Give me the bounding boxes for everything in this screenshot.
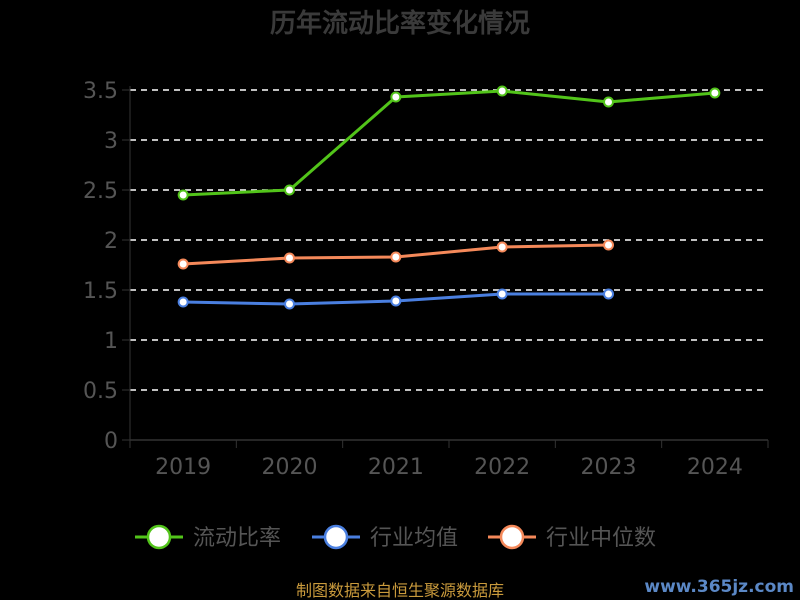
y-tick-label: 0	[104, 429, 118, 454]
y-tick-label: 1	[104, 329, 118, 354]
x-tick-label: 2023	[581, 455, 637, 480]
data-point	[177, 189, 189, 201]
series-lines	[177, 85, 721, 310]
data-point	[390, 91, 402, 103]
legend-swatch-marker	[499, 524, 525, 550]
data-point	[496, 85, 508, 97]
y-tick-label: 0.5	[83, 379, 118, 404]
series-3	[177, 239, 614, 270]
series-line	[183, 89, 715, 197]
watermark-logo: www.365jz.com	[644, 577, 794, 597]
legend-item-3: 行业中位数	[488, 524, 656, 551]
data-point	[177, 296, 189, 308]
y-tick-label: 2	[104, 229, 118, 254]
data-point	[496, 241, 508, 253]
data-point	[496, 288, 508, 300]
axes: 0 0.5 1 1.5 2 2.5 3 3.5 2019 2020 2021 2022 2023 2024	[83, 79, 769, 480]
legend-label: 流动比率	[193, 526, 281, 551]
data-point	[603, 96, 614, 108]
legend-swatch-marker	[146, 524, 172, 550]
data-point	[709, 87, 721, 99]
y-tick-label: 2.5	[83, 179, 118, 204]
legend-label: 行业均值	[370, 526, 458, 551]
data-point	[603, 239, 614, 251]
x-tick-label: 2020	[262, 455, 318, 480]
data-point	[284, 252, 295, 264]
legend: 流动比率 行业均值 行业中位数	[135, 524, 656, 551]
data-point	[177, 258, 189, 270]
x-tick-label: 2024	[687, 455, 743, 480]
x-tick-label: 2019	[155, 455, 211, 480]
grid-lines	[130, 89, 768, 391]
chart-title: 历年流动比率变化情况	[270, 8, 530, 39]
x-tick-label: 2021	[368, 455, 424, 480]
series-2	[177, 288, 614, 310]
data-source-note: 制图数据来自恒生聚源数据库	[296, 581, 504, 600]
series-1	[177, 85, 721, 201]
data-point	[284, 298, 295, 310]
y-tick-label: 1.5	[83, 279, 118, 304]
data-point	[390, 295, 402, 307]
legend-label: 行业中位数	[546, 526, 656, 551]
legend-item-2: 行业均值	[312, 524, 458, 551]
legend-item-1: 流动比率	[135, 524, 281, 551]
x-tick-label: 2022	[474, 455, 530, 480]
data-point	[390, 251, 402, 263]
legend-swatch-marker	[323, 524, 349, 550]
data-point	[603, 288, 614, 300]
y-tick-label: 3.5	[83, 79, 118, 104]
y-tick-label: 3	[104, 129, 118, 154]
data-point	[284, 184, 295, 196]
